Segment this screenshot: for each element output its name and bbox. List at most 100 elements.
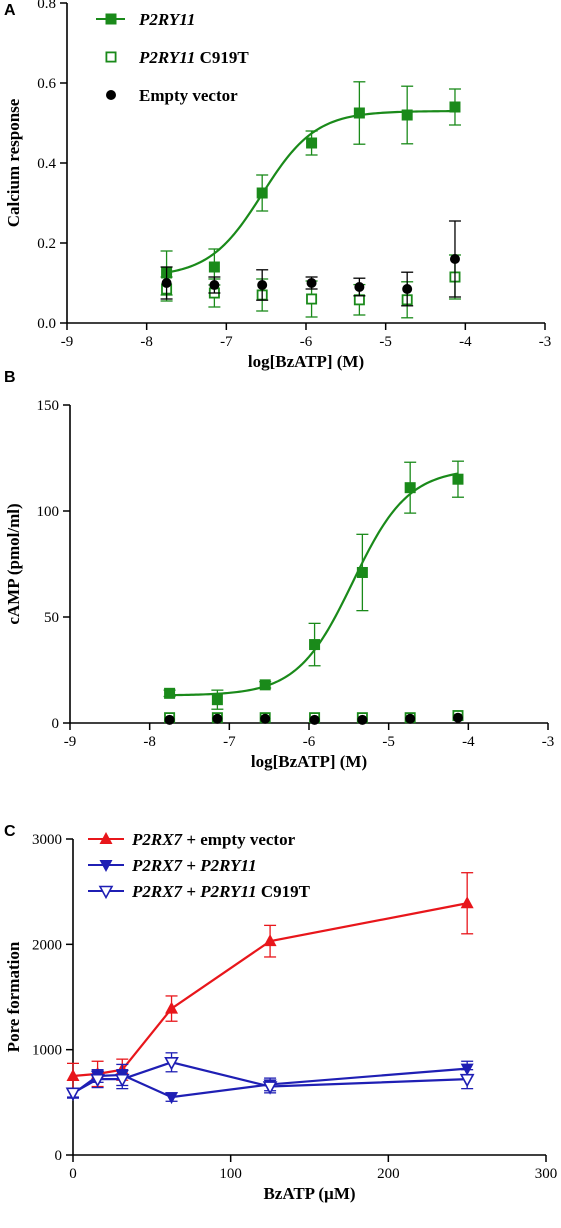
legend-marker	[99, 860, 113, 872]
series-p2rx7-empty-vector	[66, 872, 474, 1090]
y-axis-title: Pore formation	[4, 941, 23, 1052]
panel-b: B 0 50 100 150 -9 -8 -7 -6 -5 -4 -3 log[BzATP] (M) c…	[4, 369, 554, 771]
panel-a: A 0.0 0.2 0.4 0.6 0.8 -9 -8 -7 -6 -5 -4 -3 log[BzATP…	[4, 0, 551, 371]
series-p2ry11	[163, 460, 464, 710]
legend-label: P2RY11	[138, 10, 195, 29]
data-point	[114, 1073, 130, 1088]
data-point	[66, 1069, 80, 1081]
series-p2ry11	[160, 81, 461, 296]
legend-label-part: P2RX7	[131, 882, 184, 901]
legend-label-part: +	[182, 856, 200, 875]
fit-curve	[169, 472, 459, 697]
y-tick-label: 0.4	[37, 156, 56, 172]
data-point	[452, 712, 463, 723]
x-tick-label: -9	[61, 334, 74, 350]
legend-label-part: P2RX7	[131, 830, 184, 849]
data-point	[452, 473, 464, 485]
data-point	[401, 109, 413, 121]
x-tick-label: -8	[140, 334, 153, 350]
legend-label: P2RY11 C919T	[138, 48, 249, 67]
y-tick-label: 1000	[32, 1043, 62, 1059]
x-axis-title: log[BzATP] (M)	[248, 352, 364, 371]
series-empty-vector	[164, 712, 463, 725]
x-tick-label: -8	[143, 734, 156, 750]
data-point	[164, 687, 176, 699]
data-point	[65, 1087, 81, 1102]
legend-label-part: P2RY11	[199, 856, 256, 875]
data-point	[460, 896, 474, 909]
data-point	[402, 284, 413, 294]
y-tick-label: 0.0	[37, 316, 56, 332]
data-point	[165, 1092, 179, 1105]
data-point	[356, 566, 368, 578]
y-axis-title: cAMP (pmol/ml)	[4, 503, 23, 624]
data-point	[353, 107, 365, 119]
data-point	[309, 714, 320, 725]
legend-marker	[99, 832, 113, 844]
y-tick-label: 50	[44, 610, 59, 626]
data-point	[459, 1073, 475, 1088]
data-point	[260, 713, 271, 724]
legend-label-part: P2RY11	[138, 10, 195, 29]
legend-marker	[106, 90, 116, 100]
data-point	[211, 694, 223, 706]
data-point	[449, 254, 460, 264]
data-point	[309, 639, 321, 651]
legend-label: P2RX7 + P2RY11	[131, 856, 257, 875]
series-empty-vector	[160, 220, 461, 307]
data-point	[165, 1001, 179, 1014]
x-tick-label: -4	[459, 334, 472, 350]
legend-label-part: P2RX7	[131, 856, 184, 875]
x-tick-label: -6	[303, 734, 316, 750]
x-tick-label: -6	[300, 334, 313, 350]
x-tick-label: 300	[535, 1166, 558, 1182]
panel-b-letter: B	[4, 369, 16, 386]
panel-c-letter: C	[4, 823, 16, 840]
x-tick-label: -4	[462, 734, 475, 750]
legend-label-part: +	[182, 882, 200, 901]
legend-marker	[105, 13, 117, 25]
data-point	[262, 1081, 278, 1095]
x-tick-label: -9	[64, 734, 77, 750]
data-point	[161, 278, 172, 288]
x-tick-label: -5	[382, 734, 395, 750]
legend-label-part: Empty vector	[139, 86, 238, 105]
data-point	[357, 714, 368, 725]
legend-label-part: + empty vector	[182, 830, 296, 849]
data-point	[164, 1057, 179, 1071]
legend-label-part: C919T	[257, 882, 311, 901]
x-tick-label: 200	[377, 1166, 400, 1182]
x-tick-label: 0	[69, 1166, 77, 1182]
x-axis-title: log[BzATP] (M)	[251, 752, 367, 771]
series-line	[72, 1061, 468, 1094]
panel-c: C 0 1000 2000 3000 0 100 200 300 BzATP (µM) Pore …	[4, 823, 557, 1203]
data-point	[306, 278, 317, 288]
legend-marker	[98, 885, 114, 900]
data-point	[257, 280, 268, 290]
y-tick-label: 0.6	[37, 76, 56, 92]
data-point	[306, 293, 318, 305]
series-p2rx7-p2ry11-c919t	[65, 1052, 475, 1102]
data-point	[208, 261, 220, 273]
legend-label: P2RX7 + empty vector	[131, 830, 296, 849]
y-tick-label: 0	[55, 1148, 63, 1164]
x-tick-label: 100	[219, 1166, 242, 1182]
y-tick-label: 0.2	[37, 236, 56, 252]
data-point	[449, 101, 461, 113]
legend-marker	[105, 51, 117, 63]
data-point	[256, 187, 268, 199]
x-tick-label: -7	[223, 734, 236, 750]
legend-label-part: P2RY11	[138, 48, 195, 67]
y-tick-label: 150	[37, 398, 60, 414]
data-point	[404, 482, 416, 494]
y-axis-title: Calcium response	[4, 98, 23, 227]
data-point	[405, 713, 416, 724]
y-tick-label: 100	[37, 504, 60, 520]
data-point	[259, 679, 271, 691]
x-axis-title: BzATP (µM)	[263, 1184, 355, 1203]
x-tick-label: -5	[379, 334, 392, 350]
y-tick-label: 0.8	[37, 0, 56, 12]
fit-curve	[166, 110, 455, 274]
data-point	[263, 934, 277, 947]
